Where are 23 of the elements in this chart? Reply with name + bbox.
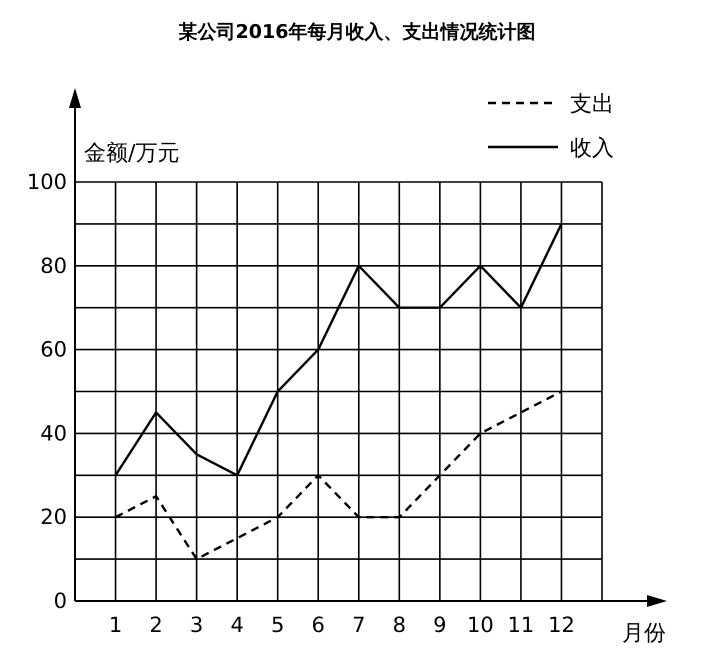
x-tick-label: 11	[508, 613, 534, 637]
y-axis-title: 金额/万元	[84, 141, 180, 166]
x-tick-label: 7	[352, 613, 366, 637]
x-tick-label: 4	[230, 613, 244, 637]
x-tick-label: 6	[312, 613, 325, 637]
x-tick-label: 1	[108, 613, 122, 637]
x-tick-label: 3	[190, 613, 204, 637]
chart-title: 某公司2016年每月收入、支出情况统计图	[178, 21, 536, 43]
x-tick-label: 2	[149, 613, 163, 637]
legend-label: 收入	[570, 136, 614, 161]
y-tick-label: 0	[54, 589, 67, 613]
y-tick-label: 40	[40, 421, 67, 446]
y-tick-label: 80	[40, 254, 67, 278]
y-tick-label: 100	[26, 170, 67, 194]
x-tick-label: 10	[467, 613, 494, 637]
y-tick-label: 20	[40, 505, 67, 530]
legend-label: 支出	[570, 92, 614, 117]
x-tick-label: 8	[392, 613, 406, 637]
y-tick-label: 60	[40, 338, 67, 362]
x-tick-label: 12	[548, 613, 575, 637]
x-tick-label: 9	[433, 613, 447, 637]
x-tick-label: 5	[271, 613, 284, 637]
x-axis-title: 月份	[622, 621, 666, 646]
